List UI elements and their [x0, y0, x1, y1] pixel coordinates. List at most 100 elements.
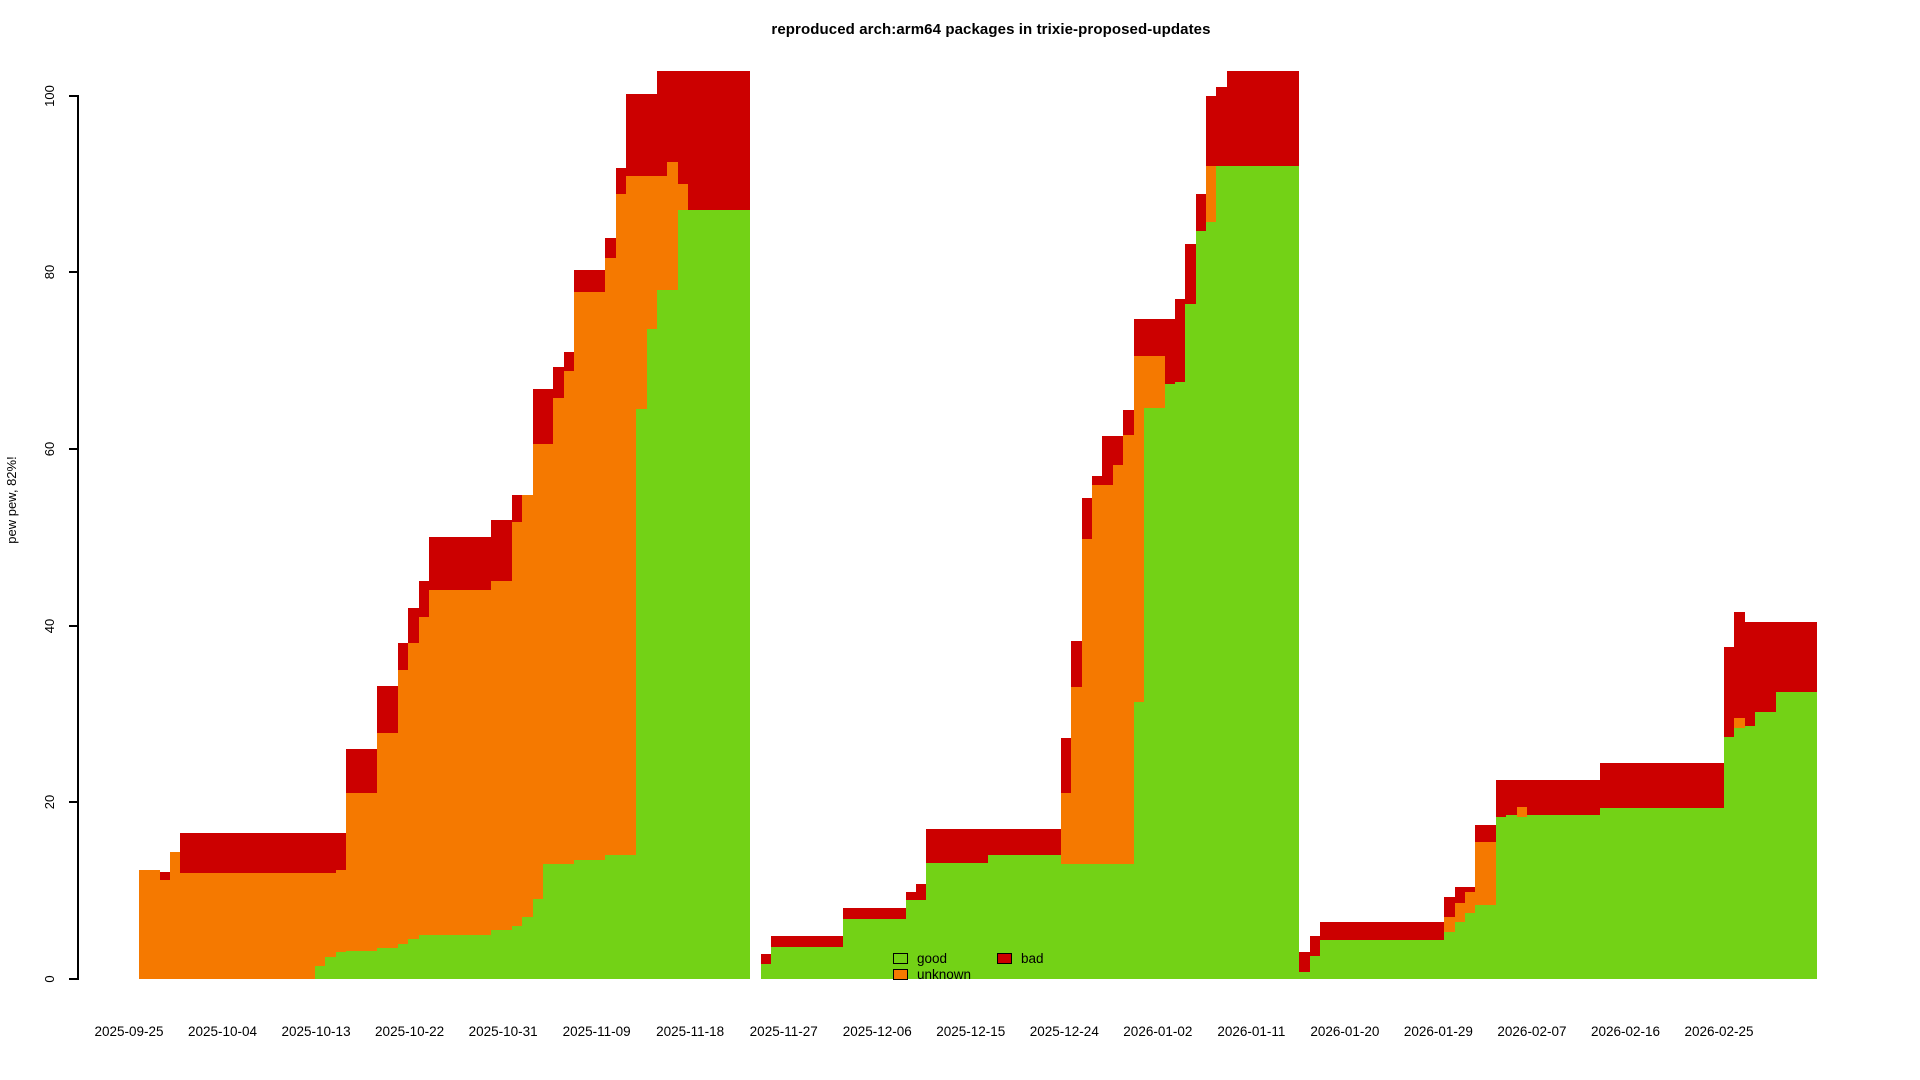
bar-segment-bad: [1402, 922, 1414, 941]
bar-day-column: [1206, 69, 1217, 979]
bar-segment-unknown: [252, 872, 264, 979]
bar-segment-bad: [1578, 780, 1590, 815]
bar-segment-unknown: [574, 291, 585, 860]
bar-segment-good: [978, 863, 989, 979]
bar-segment-unknown: [139, 870, 150, 979]
bar-segment-bad: [1796, 622, 1807, 692]
bar-day-column: [480, 69, 492, 979]
bar-segment-bad: [874, 908, 885, 919]
bar-segment-bad: [1050, 828, 1061, 856]
bar-day-column: [449, 69, 461, 979]
bar-segment-good: [998, 855, 1010, 979]
x-tick-label: 2026-01-11: [1217, 1024, 1286, 1039]
bar-day-column: [915, 69, 927, 979]
bar-segment-good: [1288, 166, 1300, 979]
stacked-bars: [139, 69, 1818, 979]
bar-segment-bad: [1071, 640, 1082, 688]
bar-day-column: [936, 69, 948, 979]
bar-segment-good: [460, 934, 471, 979]
x-tick-label: 2026-01-02: [1123, 1024, 1193, 1039]
bar-day-column: [201, 69, 212, 979]
bar-segment-good: [1382, 940, 1393, 979]
bar-segment-bad: [387, 685, 398, 734]
bar-segment-bad: [574, 269, 585, 292]
bar-segment-good: [1610, 808, 1621, 979]
bar-segment-unknown: [242, 872, 253, 979]
bar-segment-bad: [802, 935, 813, 948]
bar-day-column: [211, 69, 222, 979]
bar-day-column: [1092, 69, 1103, 979]
bar-day-column: [1516, 69, 1528, 979]
bar-segment-unknown: [346, 793, 357, 951]
bar-segment-good: [1558, 814, 1569, 979]
bar-day-column: [1651, 69, 1662, 979]
bar-segment-bad: [988, 828, 999, 856]
bar-segment-good: [366, 950, 378, 979]
bar-segment-bad: [760, 954, 771, 964]
bar-segment-bad: [501, 519, 512, 582]
bar-segment-unknown: [1102, 485, 1113, 865]
bar-segment-good: [1547, 814, 1559, 979]
bar-day-column: [1568, 69, 1579, 979]
bar-segment-bad: [1278, 70, 1289, 167]
bar-segment-good: [1506, 814, 1517, 979]
bar-segment-bad: [1651, 763, 1662, 809]
bar-segment-good: [1454, 922, 1465, 979]
bar-segment-good: [1630, 808, 1642, 979]
unknown-swatch-icon: [893, 969, 908, 980]
bar-day-column: [853, 69, 865, 979]
bar-day-column: [429, 69, 440, 979]
y-tick-label: 60: [42, 441, 57, 457]
legend-item-bad: bad: [997, 951, 1044, 966]
bar-segment-bad: [1506, 780, 1517, 815]
bar-segment-good: [1164, 383, 1175, 979]
bar-day-column: [615, 69, 626, 979]
bar-segment-unknown: [532, 444, 544, 900]
bar-day-column: [1703, 69, 1714, 979]
bar-day-column: [967, 69, 979, 979]
bar-segment-bad: [843, 908, 854, 919]
bar-day-column: [1485, 69, 1497, 979]
bar-day-column: [346, 69, 357, 979]
bar-day-column: [677, 69, 689, 979]
bar-segment-unknown: [190, 872, 202, 979]
bar-segment-bad: [1672, 763, 1683, 809]
bar-day-column: [1744, 69, 1756, 979]
bar-segment-unknown: [1444, 917, 1455, 933]
bar-segment-bad: [636, 93, 647, 176]
x-tick-label: 2025-10-04: [187, 1024, 258, 1039]
y-axis-label: pew pew, 82%!: [4, 456, 19, 544]
bar-segment-bad: [1806, 622, 1818, 692]
bar-segment-good: [1174, 381, 1186, 979]
bar-segment-good: [1755, 712, 1766, 979]
bar-day-column: [1620, 69, 1631, 979]
bar-day-column: [377, 69, 388, 979]
bar-segment-unknown: [159, 880, 171, 979]
bar-segment-bad: [884, 908, 896, 919]
bar-day-column: [625, 69, 637, 979]
bar-segment-unknown: [1143, 356, 1155, 409]
bar-segment-good: [532, 899, 544, 979]
bar-segment-unknown: [1133, 356, 1144, 703]
bar-segment-bad: [408, 607, 419, 644]
bar-day-column: [646, 69, 657, 979]
bar-day-column: [895, 69, 906, 979]
bar-day-column: [1661, 69, 1673, 979]
bar-segment-bad: [1382, 922, 1393, 941]
bar-segment-good: [1206, 221, 1217, 979]
bar-segment-bad: [625, 93, 637, 176]
bar-segment-good: [708, 210, 720, 979]
bar-segment-good: [760, 963, 771, 979]
bar-segment-good: [688, 210, 699, 979]
bar-segment-unknown: [677, 183, 689, 211]
bar-segment-good: [1299, 971, 1310, 979]
bar-segment-bad: [677, 70, 689, 184]
bar-segment-good: [511, 925, 523, 979]
bar-segment-good: [315, 965, 326, 979]
bar-segment-unknown: [1060, 793, 1072, 865]
bar-segment-unknown: [180, 872, 191, 979]
bar-day-column: [1610, 69, 1621, 979]
bar-segment-bad: [1692, 763, 1704, 809]
bar-segment-good: [884, 918, 896, 979]
bar-segment-unknown: [1092, 485, 1103, 865]
